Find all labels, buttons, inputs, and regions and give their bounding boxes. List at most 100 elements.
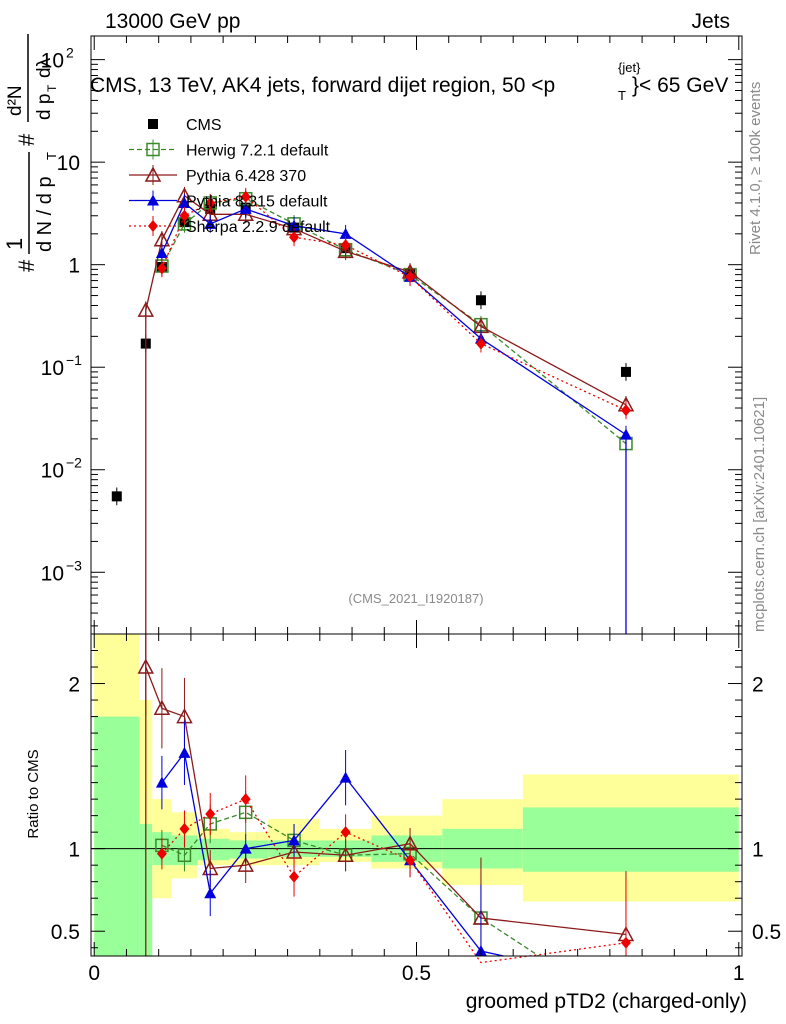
ylabel-num-top: d²N [5,85,26,116]
main-point [619,428,632,440]
ratio-point [156,847,167,860]
ratio-xtick-label: 1 [733,962,745,985]
title-end: }< 65 GeV [632,74,728,97]
main-ytick-label: 10 [41,562,64,585]
ylabel-frac-den: d N / d p [34,176,56,252]
ratio-ytick-label-right: 2 [752,674,764,697]
ratio-point [204,887,217,899]
ratio-series-line [161,811,540,957]
ratio-point [239,842,252,854]
legend-marker [148,119,158,129]
title-sub: T [618,88,626,103]
legend-marker [147,194,159,206]
main-point [204,217,217,229]
legend-entry-3: Pythia 8.315 default [129,190,328,211]
x-axis-label: groomed pTD2 (charged-only) [466,990,747,1013]
title-sup: {jet} [618,60,641,75]
ylabel-num-mid-sub: T [45,84,59,92]
main-point [155,247,168,259]
ratio-point [205,807,216,820]
ratio-series-3 [156,775,631,964]
main-ytick-exponent: −1 [66,352,82,368]
main-series-4 [156,187,631,420]
ratio-band-green [522,807,739,872]
mcplots-label: mcplots.cern.ch [arXiv:2401.10621] [751,397,768,632]
ratio-plot [137,634,635,964]
ratio-point [137,658,155,674]
main-ytick-label: 10 [41,357,64,380]
main-point [240,190,251,203]
ratio-band-green [94,716,140,956]
main-series-line [145,194,627,406]
legend-marker [144,166,162,182]
ratio-point [340,826,351,839]
ylabel-hash-top: # [14,133,39,146]
main-point [289,231,300,244]
ratio-series-2 [155,720,504,957]
ratio-point [288,834,301,846]
ratio-y-label: Ratio to CMS [25,749,42,838]
main-ytick-label: 1 [68,255,80,278]
legend-entry-2: Pythia 6.428 370 [129,165,306,185]
main-point [156,262,167,275]
ratio-point [337,846,354,863]
ratio-point [178,746,191,758]
main-y-label: # 1 d N / d p T # d²N d p T dλ [2,34,59,272]
legend-entry-1: Herwig 7.2.1 default [129,139,329,160]
plot-title: CMS, 13 TeV, AK4 jets, forward dijet reg… [90,60,728,103]
legend: CMS Herwig 7.2.1 default Pythia 6.428 370 P… [129,117,331,236]
ratio-xtick-label: 0.5 [402,962,431,985]
main-plot [111,186,635,956]
ratio-point [237,856,254,872]
ratio-point [177,848,192,863]
legend-label: CMS [186,117,222,134]
legend-label: Pythia 8.315 default [186,194,328,211]
title-main: CMS, 13 TeV, AK4 jets, forward dijet reg… [90,74,555,97]
ratio-point [240,793,251,806]
ratio-band-green [197,838,230,861]
ratio-series-line [145,666,627,936]
main-ytick-label: 10 [57,152,80,175]
ratio-point [405,854,416,867]
main-point [337,242,354,259]
ylabel-frac-num: 1 [2,238,27,250]
ratio-point [620,936,631,949]
legend-label: Sherpa 2.2.9 default [186,219,331,236]
legend-marker [148,220,158,232]
main-point [475,337,486,350]
ratio-point [289,870,300,883]
ratio-point [155,776,168,788]
main-point [339,227,352,239]
main-point [405,270,416,283]
main-point [475,295,486,306]
main-point [620,366,631,377]
legend-entry-0: CMS [148,117,222,134]
rivet-label: Rivet 4.1.0, ≥ 100k events [747,82,764,255]
header-left: 13000 GeV pp [105,10,240,33]
main-point [239,202,252,214]
analysis-id: (CMS_2021_I1920187) [348,591,483,606]
main-point [205,196,216,209]
main-ytick-label: 10 [41,460,64,483]
main-point [111,491,122,502]
ylabel-frac-den-sub: T [44,152,59,160]
ratio-ytick-label-left: 1 [68,839,80,862]
main-ytick-exponent: −3 [66,557,82,573]
main-point [288,219,301,231]
ratio-point [179,822,190,835]
ylabel-num-mid-end: dλ [34,57,55,78]
ratio-point [339,771,352,783]
main-series-line [161,201,627,436]
ylabel-hash-left: # [14,259,39,272]
main-ytick-label: 10 [41,50,64,73]
main-point [178,196,191,208]
ratio-ytick-label-right: 0.5 [752,921,781,944]
main-point [620,404,631,417]
legend-marker [146,142,160,157]
main-point [340,239,351,252]
ratio-ytick-label-right: 1 [752,839,764,862]
main-ytick-exponent: −2 [66,455,82,471]
ylabel-num-mid: d p [34,94,55,120]
